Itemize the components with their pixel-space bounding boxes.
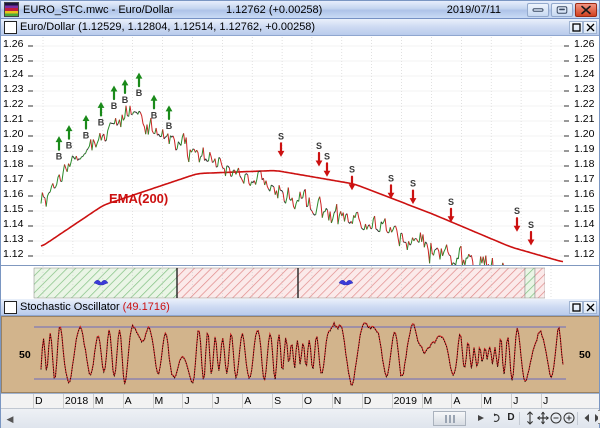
svg-text:B: B — [122, 95, 129, 105]
svg-text:S: S — [349, 165, 355, 175]
svg-text:S: S — [278, 131, 284, 141]
svg-text:B: B — [166, 121, 173, 131]
svg-text:B: B — [111, 101, 118, 111]
svg-text:B: B — [83, 131, 90, 141]
svg-text:B: B — [98, 117, 105, 127]
svg-text:EMA(200): EMA(200) — [109, 191, 168, 206]
svg-text:S: S — [316, 141, 322, 151]
svg-text:B: B — [56, 152, 63, 162]
svg-text:B: B — [66, 141, 73, 151]
svg-text:S: S — [514, 206, 520, 216]
svg-text:S: S — [388, 173, 394, 183]
svg-text:S: S — [528, 220, 534, 230]
svg-text:S: S — [410, 179, 416, 189]
svg-text:B: B — [136, 88, 143, 98]
svg-text:B: B — [151, 110, 158, 120]
svg-text:S: S — [448, 197, 454, 207]
svg-text:S: S — [324, 151, 330, 161]
